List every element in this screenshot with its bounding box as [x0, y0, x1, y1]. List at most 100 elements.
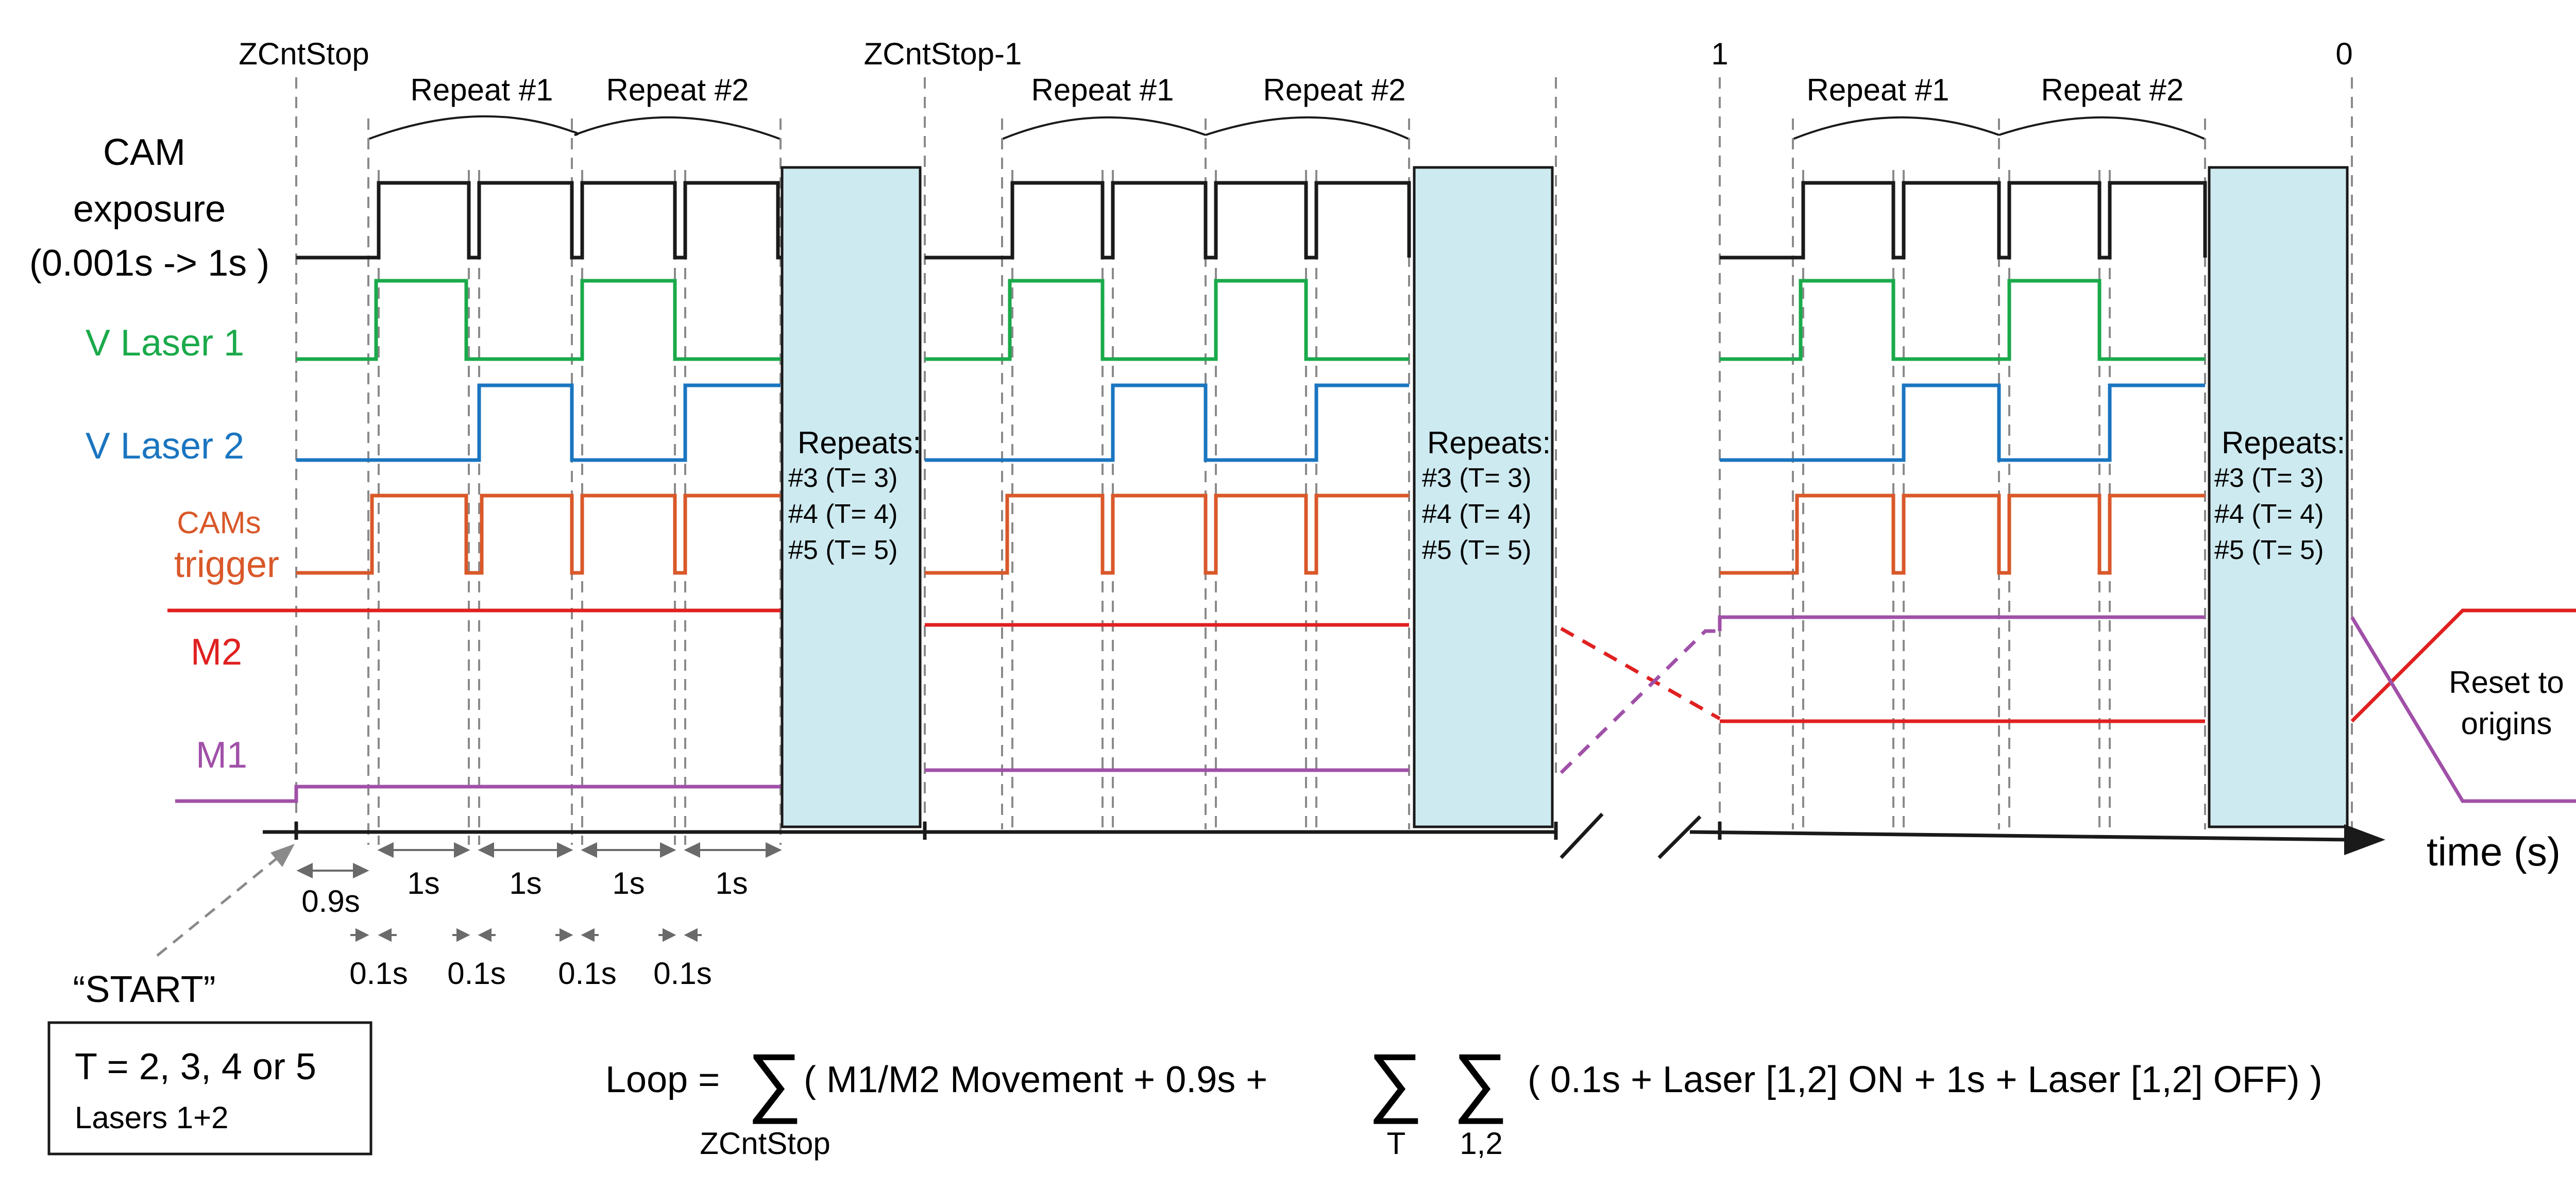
cam-exposure-trace-block2 — [925, 181, 1411, 260]
dim-label-0.1s: 0.1s — [349, 956, 408, 991]
v-laser-2-waveform — [296, 383, 2205, 462]
v-laser-2-trace-block1 — [296, 383, 781, 462]
dim-arrowhead — [663, 928, 676, 942]
time-axis — [263, 812, 2370, 859]
block2-repeat-1-label: Repeat #1 — [1031, 73, 1174, 107]
cams-trigger-waveform — [296, 494, 2205, 575]
formula-sigma-zcnt: ∑ — [747, 1038, 802, 1124]
brace — [1792, 116, 1999, 140]
repeats-box-2: Repeats: #3 (T= 3) #4 (T= 4) #5 (T= 5) — [1413, 166, 1554, 828]
dim-label-0.1s: 0.1s — [653, 956, 711, 991]
repeats-box-rect — [1413, 166, 1554, 828]
block3-repeat-2-label: Repeat #2 — [2041, 73, 2184, 107]
dim-arrowhead — [378, 928, 392, 942]
repeats-box-line-3: #3 (T= 3) — [1422, 463, 1531, 493]
m2-label: M2 — [191, 632, 242, 673]
dim-label-1s: 1s — [612, 866, 645, 901]
repeats-box-title: Repeats: — [798, 426, 921, 460]
m2-reset-trace — [2350, 608, 2576, 723]
start-label: “START” — [73, 969, 215, 1010]
loop-formula: Loop = ∑ ( M1/M2 Movement + 0.9s + ZCntS… — [605, 1038, 2323, 1161]
repeats-box-line-3: #3 (T= 3) — [788, 463, 897, 493]
repeats-box-line-5: #5 (T= 5) — [788, 535, 897, 565]
dim-arrowhead — [560, 928, 573, 942]
reset-label-2: origins — [2461, 706, 2552, 741]
axis-break-mark — [1657, 815, 1702, 859]
v-laser-1-waveform — [296, 279, 2205, 361]
params-line-1: T = 2, 3, 4 or 5 — [75, 1046, 316, 1088]
formula-inner-term: ( 0.1s + Laser [1,2] ON + 1s + Laser [1,… — [1528, 1059, 2323, 1100]
dim-arrowhead — [353, 862, 369, 879]
brace — [1002, 116, 1206, 140]
dimension-arrows — [296, 842, 782, 942]
repeats-box-3: Repeats: #3 (T= 3) #4 (T= 4) #5 (T= 5) — [2208, 166, 2349, 828]
dim-label-1s: 1s — [509, 866, 541, 901]
repeats-box-line-3: #3 (T= 3) — [2214, 463, 2324, 493]
time-axis-arrowhead — [2344, 824, 2385, 855]
block1-repeat-2-label: Repeat #2 — [606, 73, 749, 107]
block1-repeat-1-label: Repeat #1 — [411, 73, 553, 107]
dim-label-0.1s: 0.1s — [558, 956, 616, 991]
params-box — [47, 1021, 372, 1156]
formula-sigma-t: ∑ — [1368, 1038, 1423, 1124]
repeats-box-line-4: #4 (T= 4) — [1422, 499, 1531, 529]
v-laser-2-trace-block2 — [925, 383, 1409, 462]
brace — [1998, 116, 2206, 140]
v-laser-2-label: V Laser 2 — [86, 426, 244, 467]
cams-trigger-label-1: CAMs — [177, 505, 261, 540]
m1-label: M1 — [196, 735, 247, 776]
marker-one: 1 — [1711, 37, 1728, 71]
dim-arrowhead — [454, 842, 470, 858]
dim-label-1s: 1s — [407, 866, 439, 901]
marker-zcntstop-minus-1: ZCntStop-1 — [864, 37, 1022, 71]
m1-transition-dashed — [1560, 629, 1720, 774]
m1-trace-block3 — [1718, 615, 2205, 631]
repeats-box-title: Repeats: — [1427, 426, 1551, 460]
cam-exposure-label-1: CAM — [103, 132, 185, 173]
repeats-box-line-5: #5 (T= 5) — [1422, 535, 1531, 565]
start-arrowhead — [270, 844, 295, 867]
axis-break-mark — [1560, 812, 1604, 859]
marker-zcntstop: ZCntStop — [239, 37, 369, 71]
formula-sigma-lasers: ∑ — [1453, 1038, 1508, 1124]
repeat-braces — [368, 115, 2206, 140]
m2-waveform — [167, 608, 2576, 723]
cam-exposure-trace-block1 — [296, 181, 783, 260]
cams-trigger-label-2: trigger — [174, 544, 279, 585]
cam-exposure-trace-block3 — [1720, 181, 2207, 260]
dim-label-0.9s: 0.9s — [301, 884, 360, 919]
m1-trace-block1 — [175, 785, 781, 803]
formula-sub-zcntstop: ZCntStop — [700, 1126, 830, 1161]
block2-repeat-2-label: Repeat #2 — [1263, 73, 1406, 107]
start-arrow-line — [156, 854, 282, 957]
marker-zero: 0 — [2335, 37, 2352, 71]
v-laser-1-trace-block1 — [296, 279, 781, 361]
block3-repeat-1-label: Repeat #1 — [1807, 73, 1950, 107]
formula-lhs: Loop = — [605, 1059, 720, 1100]
brace — [574, 116, 781, 140]
dim-arrowhead — [355, 928, 369, 942]
cams-trigger-trace-block2 — [925, 494, 1409, 575]
time-axis-label: time (s) — [2427, 829, 2561, 874]
signal-labels: CAM exposure (0.001s -> 1s ) V Laser 1 V… — [29, 132, 279, 776]
dim-label-1s: 1s — [715, 866, 748, 901]
cam-exposure-waveform — [296, 181, 2207, 260]
repeats-box-title: Repeats: — [2222, 426, 2345, 460]
repeat-labels: Repeat #1 Repeat #2 Repeat #1 Repeat #2 … — [411, 73, 2184, 107]
repeats-box-line-5: #5 (T= 5) — [2214, 535, 2324, 565]
repeats-box-rect — [781, 166, 922, 828]
dim-label-0.1s: 0.1s — [447, 956, 505, 991]
cams-trigger-trace-block1 — [296, 494, 781, 575]
brace — [1205, 116, 1410, 140]
dim-arrowhead — [296, 862, 313, 879]
dim-arrowhead — [581, 842, 597, 858]
cam-exposure-label-2: exposure — [73, 189, 226, 230]
dim-arrowhead — [478, 928, 492, 942]
m1-waveform — [175, 615, 2576, 803]
dim-arrowhead — [766, 842, 782, 858]
m2-transition-dashed — [1560, 626, 1721, 721]
v-laser-1-label: V Laser 1 — [86, 322, 244, 364]
formula-sub-lasers: 1,2 — [1460, 1126, 1502, 1161]
dim-arrowhead — [581, 928, 595, 942]
